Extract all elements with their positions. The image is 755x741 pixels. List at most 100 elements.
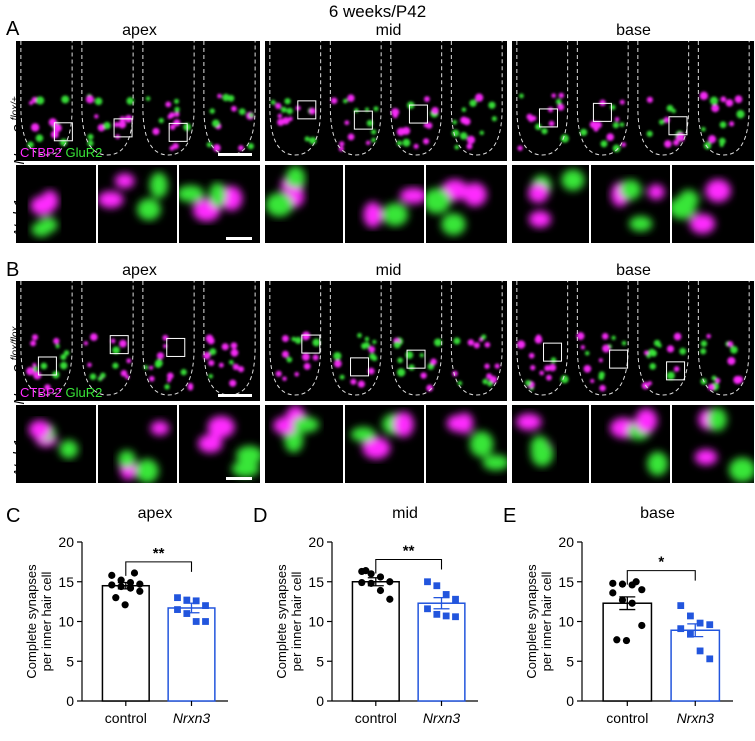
puncta: [277, 118, 285, 126]
inset-a-apex-1: [16, 165, 96, 243]
puncta: [598, 358, 603, 363]
puncta: [487, 381, 493, 387]
data-point-nrxn3: [424, 605, 431, 613]
puncta: [89, 373, 97, 380]
puncta: [207, 416, 235, 438]
significance-label: **: [403, 542, 415, 559]
puncta: [330, 97, 338, 104]
hair-cell-outline: [142, 41, 195, 156]
roi-box: [301, 334, 321, 354]
puncta: [479, 130, 485, 136]
puncta: [110, 338, 116, 344]
puncta: [548, 363, 557, 372]
puncta: [699, 91, 709, 101]
panel-letter-d: D: [253, 505, 268, 527]
puncta: [516, 340, 526, 349]
puncta: [44, 384, 51, 391]
puncta: [120, 370, 128, 377]
puncta: [457, 380, 463, 386]
data-point-nrxn3: [696, 619, 704, 627]
puncta: [484, 341, 491, 348]
puncta: [614, 117, 620, 122]
puncta: [94, 97, 103, 106]
inset-a-apex-3: [179, 165, 260, 243]
puncta: [158, 117, 164, 124]
data-point-nrxn3: [687, 630, 694, 638]
data-point-nrxn3: [183, 610, 191, 617]
puncta: [333, 359, 342, 368]
puncta: [119, 339, 127, 348]
puncta: [284, 98, 291, 105]
chart-c: apex Complete synapsesper inner hair cell…: [0, 500, 250, 736]
puncta: [60, 354, 67, 361]
data-point-nrxn3: [202, 618, 209, 625]
puncta: [281, 335, 289, 342]
inset-b-base-2: [591, 405, 670, 483]
hair-cell-outline: [516, 281, 569, 396]
puncta: [484, 363, 490, 369]
puncta: [560, 134, 569, 143]
inset-a-base-1: [512, 165, 589, 243]
y-tick-label: 5: [66, 653, 74, 669]
puncta: [236, 445, 260, 465]
puncta: [598, 374, 605, 381]
puncta: [469, 431, 494, 458]
hair-cell-outline: [20, 281, 73, 396]
puncta: [646, 130, 653, 137]
y-tick-label: 10: [58, 614, 74, 630]
chart-title: base: [640, 505, 675, 522]
puncta: [673, 332, 682, 341]
puncta: [152, 127, 160, 135]
puncta: [589, 120, 598, 129]
puncta: [187, 385, 194, 391]
puncta: [528, 210, 551, 228]
data-point-control: [367, 579, 375, 587]
puncta: [466, 135, 476, 144]
data-point-control: [130, 569, 139, 577]
puncta: [275, 102, 282, 110]
data-point-control: [613, 636, 621, 644]
puncta: [451, 129, 460, 137]
puncta: [420, 372, 427, 379]
puncta: [162, 334, 169, 341]
puncta: [247, 143, 254, 150]
x-tick-label: Nrxn3: [173, 710, 211, 726]
puncta: [213, 144, 221, 152]
scale-bar-a-overview: [218, 153, 252, 156]
glur2-label: GluR2: [65, 385, 103, 400]
significance-bracket: [626, 570, 696, 585]
puncta: [530, 365, 536, 371]
puncta: [531, 441, 554, 467]
data-point-nrxn3: [452, 613, 459, 621]
chart-title: apex: [138, 505, 173, 522]
puncta: [368, 345, 376, 353]
puncta: [393, 411, 414, 438]
puncta: [362, 437, 391, 459]
puncta: [277, 113, 283, 119]
puncta: [560, 375, 569, 384]
puncta: [399, 187, 424, 204]
puncta: [26, 367, 35, 376]
roi-box: [538, 108, 558, 128]
puncta: [718, 137, 726, 145]
puncta: [402, 138, 411, 147]
y-tick-label: 0: [566, 693, 574, 709]
puncta: [227, 94, 235, 102]
roi-box: [353, 110, 373, 130]
hair-cell-outline: [329, 281, 382, 396]
puncta: [135, 458, 159, 483]
region-label-a-mid: mid: [375, 22, 402, 39]
puncta: [715, 378, 721, 384]
data-point-control: [376, 586, 385, 595]
puncta: [612, 122, 619, 129]
puncta: [100, 372, 106, 379]
puncta: [365, 140, 371, 146]
data-point-control: [112, 594, 120, 602]
puncta: [112, 346, 120, 355]
puncta: [364, 107, 370, 112]
y-tick-label: 10: [308, 614, 324, 630]
puncta: [601, 332, 609, 340]
puncta: [397, 357, 403, 364]
puncta: [725, 99, 734, 107]
puncta: [35, 96, 45, 105]
